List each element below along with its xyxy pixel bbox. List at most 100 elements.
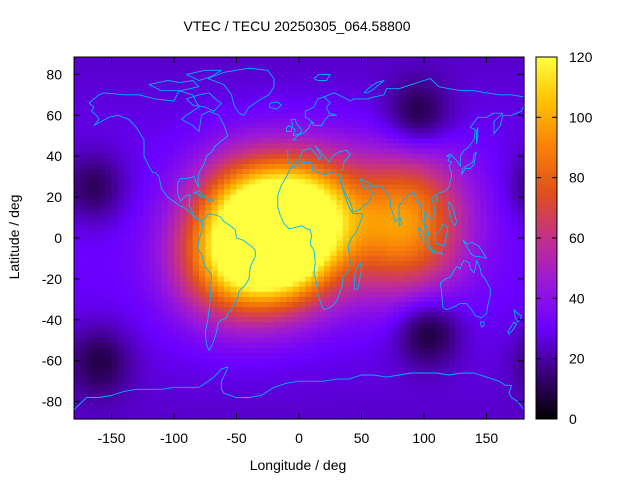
heatmap-cell <box>392 316 400 323</box>
heatmap-cell <box>442 337 450 343</box>
heatmap-cell <box>424 214 431 221</box>
heatmap-cell <box>92 383 100 389</box>
heatmap-cell <box>255 240 263 246</box>
heatmap-cell <box>317 403 325 410</box>
heatmap-cell <box>167 398 175 405</box>
heatmap-cell <box>342 372 350 379</box>
heatmap-cell <box>386 158 394 164</box>
heatmap-cell <box>399 352 406 359</box>
heatmap-cell <box>161 76 169 83</box>
heatmap-cell <box>186 173 194 180</box>
heatmap-cell <box>130 408 138 415</box>
heatmap-cell <box>324 393 331 400</box>
heatmap-cell <box>124 66 131 72</box>
heatmap-cell <box>492 250 500 256</box>
heatmap-cell <box>367 321 375 328</box>
heatmap-cell <box>461 388 469 395</box>
heatmap-cell <box>299 337 306 343</box>
heatmap-cell <box>311 383 319 389</box>
heatmap-cell <box>274 337 281 343</box>
heatmap-cell <box>455 398 463 405</box>
heatmap-cell <box>405 311 413 318</box>
heatmap-cell <box>124 153 131 159</box>
heatmap-cell <box>130 286 138 292</box>
heatmap-cell <box>286 219 294 226</box>
heatmap-cell <box>274 127 281 134</box>
heatmap-cell <box>236 291 244 297</box>
heatmap-cell <box>174 332 181 338</box>
heatmap-cell <box>130 332 138 338</box>
heatmap-cell <box>230 352 238 359</box>
heatmap-cell <box>411 66 419 72</box>
heatmap-cell <box>174 306 181 313</box>
heatmap-cell <box>274 342 281 349</box>
heatmap-cell <box>342 91 350 98</box>
heatmap-cell <box>436 378 444 384</box>
heatmap-cell <box>305 275 313 282</box>
heatmap-cell <box>436 357 444 364</box>
heatmap-cell <box>342 383 350 389</box>
heatmap-cell <box>486 388 494 395</box>
heatmap-cell <box>236 148 244 154</box>
heatmap-cell <box>92 194 100 200</box>
heatmap-cell <box>436 280 444 287</box>
heatmap-cell <box>111 168 119 175</box>
heatmap-cell <box>211 219 219 226</box>
heatmap-cell <box>180 127 188 134</box>
heatmap-cell <box>292 91 300 98</box>
heatmap-cell <box>111 260 119 267</box>
heatmap-cell <box>380 337 388 343</box>
heatmap-cell <box>261 270 269 277</box>
heatmap-cell <box>274 183 281 190</box>
heatmap-cell <box>386 188 394 195</box>
heatmap-cell <box>267 245 275 251</box>
heatmap-cell <box>380 142 388 149</box>
heatmap-cell <box>367 168 375 175</box>
heatmap-cell <box>174 367 181 374</box>
heatmap-cell <box>149 76 156 83</box>
heatmap-cell <box>499 306 506 313</box>
heatmap-cell <box>186 178 194 185</box>
heatmap-cell <box>324 332 331 338</box>
heatmap-cell <box>392 388 400 395</box>
heatmap-cell <box>186 81 194 88</box>
heatmap-cell <box>217 342 225 349</box>
heatmap-cell <box>142 357 150 364</box>
heatmap-cell <box>492 188 500 195</box>
heatmap-cell <box>311 301 319 308</box>
heatmap-cell <box>105 224 113 231</box>
heatmap-cell <box>330 188 338 195</box>
heatmap-cell <box>224 332 231 338</box>
heatmap-cell <box>380 316 388 323</box>
heatmap-cell <box>374 255 381 262</box>
heatmap-cell <box>205 107 213 113</box>
heatmap-cell <box>424 280 431 287</box>
heatmap-cell <box>242 178 250 185</box>
heatmap-cell <box>192 301 200 308</box>
heatmap-cell <box>205 158 213 164</box>
heatmap-cell <box>255 367 263 374</box>
heatmap-cell <box>430 158 438 164</box>
heatmap-cell <box>392 158 400 164</box>
heatmap-cell <box>174 163 181 170</box>
heatmap-cell <box>411 219 419 226</box>
heatmap-cell <box>380 342 388 349</box>
heatmap-cell <box>455 188 463 195</box>
heatmap-cell <box>274 137 281 144</box>
heatmap-cell <box>261 367 269 374</box>
heatmap-cell <box>199 311 206 318</box>
heatmap-cell <box>374 112 381 118</box>
heatmap-cell <box>467 347 475 354</box>
heatmap-cell <box>242 403 250 410</box>
heatmap-cell <box>486 372 494 379</box>
heatmap-cell <box>305 280 313 287</box>
heatmap-cell <box>236 332 244 338</box>
heatmap-cell <box>99 316 106 323</box>
heatmap-cell <box>455 81 463 88</box>
heatmap-cell <box>274 393 281 400</box>
heatmap-cell <box>130 101 138 108</box>
heatmap-cell <box>474 117 481 124</box>
heatmap-cell <box>517 372 525 379</box>
heatmap-cell <box>205 393 213 400</box>
heatmap-cell <box>80 101 88 108</box>
